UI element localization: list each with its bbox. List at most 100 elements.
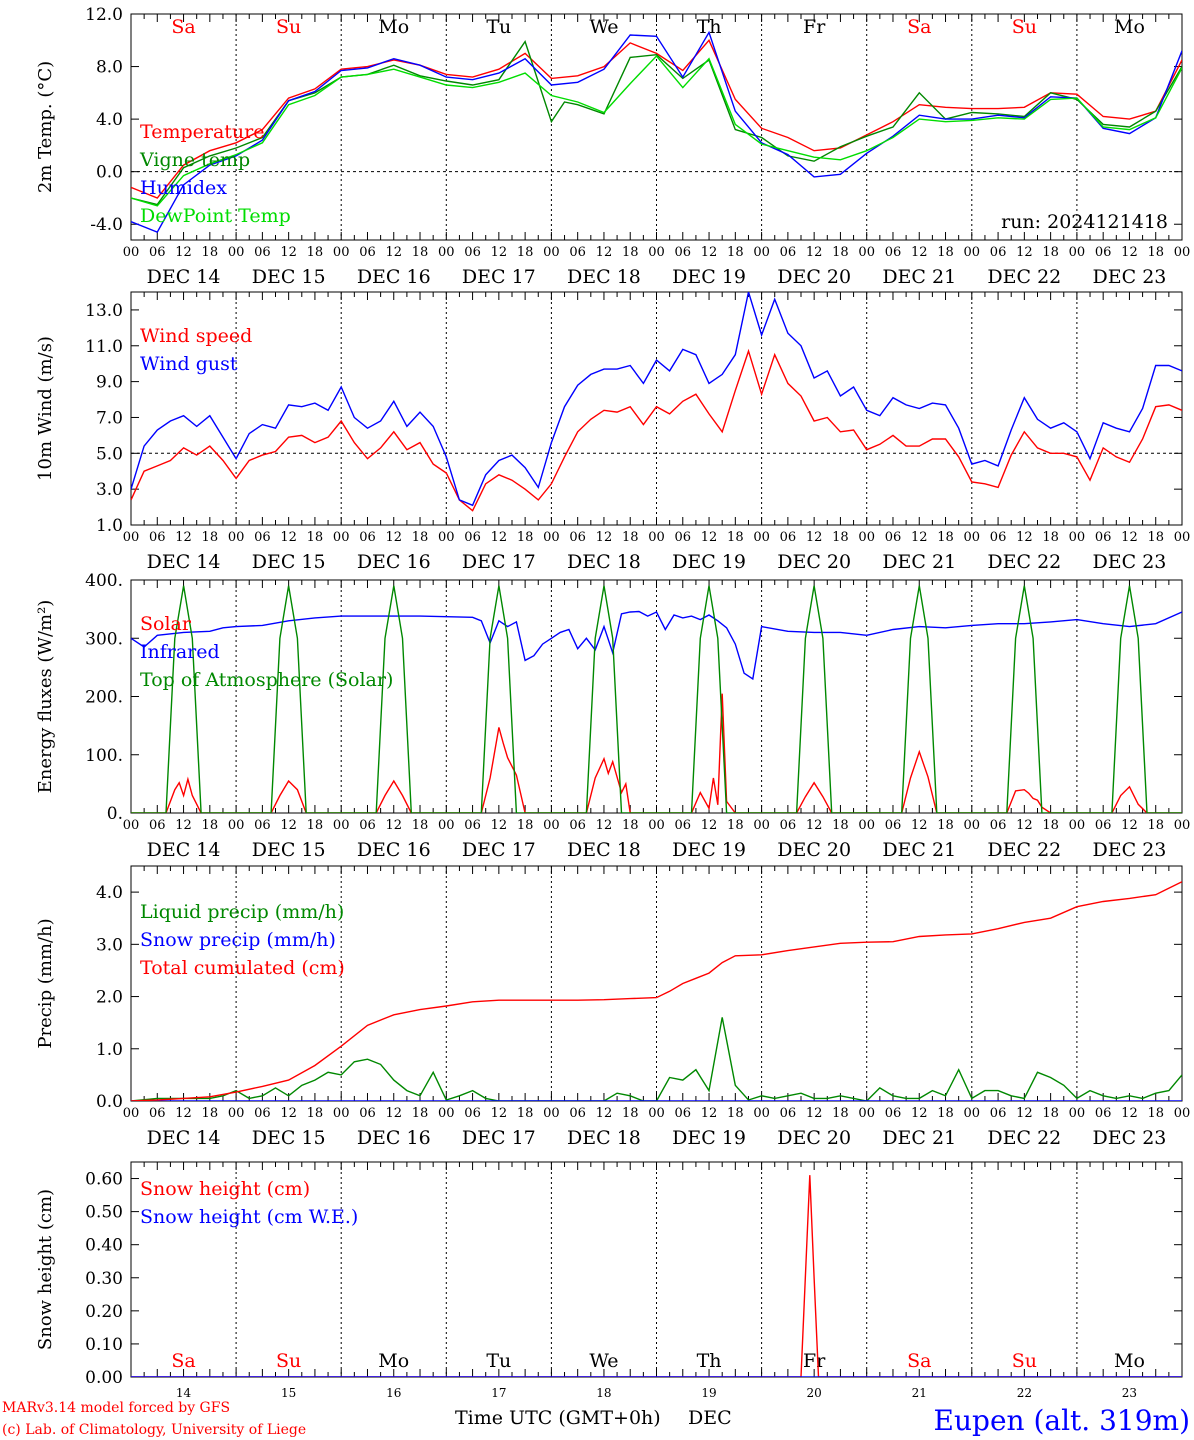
x-date-label: DEC 20 [777,266,851,288]
x-hour-label: 12 [491,818,508,833]
x-hour-label: 12 [385,1106,402,1121]
y-tick-label: 0.00 [85,1368,123,1388]
legend-entry: Humidex [140,177,227,199]
x-hour-label: 18 [1147,1106,1164,1121]
legend-entry: Snow height (cm) [140,1178,310,1200]
x-hour-label: 06 [1095,1106,1112,1121]
y-tick-label: 13.0 [85,301,123,321]
day-name-label: Mo [1114,1350,1145,1372]
legend-entry: DewPoint Temp [140,205,291,227]
day-name-label: Tu [486,1350,511,1372]
x-hour-label: 06 [990,530,1007,545]
x-hour-label: 12 [280,245,297,260]
x-hour-label: 12 [806,1106,823,1121]
x-hour-label: 12 [596,818,613,833]
series-line-total-cumulated-cm- [131,881,1182,1101]
y-tick-label: 7.0 [96,408,123,428]
x-hour-label: 12 [596,245,613,260]
x-hour-label: 18 [727,245,744,260]
x-hour-label: 18 [832,245,849,260]
x-hour-label: 00 [964,245,981,260]
x-hour-label: 18 [517,1106,534,1121]
x-hour-label: 18 [832,530,849,545]
x-hour-label: 00 [228,245,245,260]
x-day-number: 20 [807,1386,822,1400]
x-hour-label: 12 [911,245,928,260]
x-hour-label: 12 [1016,1106,1033,1121]
legend-entry: Top of Atmosphere (Solar) [140,669,393,691]
x-date-label: DEC 16 [357,551,431,573]
location-title: Eupen (alt. 319m) [934,1404,1190,1437]
y-tick-label: 0.10 [85,1335,123,1355]
x-hour-label: 06 [675,1106,692,1121]
x-hour-label: 00 [123,818,140,833]
x-hour-label: 00 [1069,245,1086,260]
x-hour-label: 06 [885,530,902,545]
x-date-label: DEC 14 [147,551,221,573]
x-date-label: DEC 20 [777,551,851,573]
day-name-label: We [589,16,618,38]
x-hour-label: 06 [464,530,481,545]
y-tick-label: 200. [85,688,123,708]
x-hour-label: 18 [937,818,954,833]
x-hour-label: 18 [727,818,744,833]
x-hour-label: 06 [780,530,797,545]
x-hour-label: 18 [937,1106,954,1121]
x-hour-label: 06 [885,245,902,260]
y-tick-label: 0. [107,804,123,824]
day-name-label: Sa [171,1350,195,1372]
x-hour-label: 06 [990,818,1007,833]
x-hour-label: 18 [517,245,534,260]
x-hour-label: 06 [990,245,1007,260]
x-hour-label: 06 [359,1106,376,1121]
x-hour-label: 18 [412,245,429,260]
x-hour-label: 06 [569,530,586,545]
x-hour-label: 18 [1147,818,1164,833]
x-hour-label: 12 [385,818,402,833]
x-hour-label: 18 [727,530,744,545]
x-date-label: DEC 15 [252,551,326,573]
day-name-label: Fr [803,16,826,38]
y-tick-label: 12.0 [85,5,123,25]
x-hour-label: 12 [911,1106,928,1121]
x-hour-label: 00 [1069,530,1086,545]
x-hour-label: 00 [438,818,455,833]
x-day-number: 15 [281,1386,296,1400]
x-hour-label: 12 [596,530,613,545]
x-hour-label: 00 [543,530,560,545]
x-hour-label: 00 [438,245,455,260]
x-hour-label: 12 [806,818,823,833]
x-hour-label: 18 [937,245,954,260]
y-tick-label: 0.60 [85,1170,123,1190]
x-date-label: DEC 15 [252,266,326,288]
y-tick-label: 100. [85,746,123,766]
x-date-label: DEC 23 [1093,1127,1167,1149]
x-hour-label: 12 [596,1106,613,1121]
x-hour-label: 12 [491,245,508,260]
x-hour-label: 12 [1121,818,1138,833]
series-line-snow-height-cm- [131,1175,1182,1377]
x-hour-label: 00 [858,1106,875,1121]
x-hour-label: 00 [228,818,245,833]
x-hour-label: 18 [307,245,324,260]
x-hour-label: 18 [622,1106,639,1121]
x-date-label: DEC 17 [462,839,536,861]
x-hour-label: 00 [333,245,350,260]
x-hour-label: 12 [280,1106,297,1121]
x-hour-label: 06 [780,818,797,833]
x-hour-label: 06 [569,245,586,260]
x-hour-label: 06 [464,245,481,260]
y-tick-label: 0.40 [85,1236,123,1256]
x-hour-label: 06 [254,245,271,260]
legend-entry: Solar [140,613,192,635]
y-tick-label: 0.50 [85,1203,123,1223]
run-label: run: 2024121418 [1001,211,1168,233]
x-hour-label: 00 [858,818,875,833]
footer-model-line: MARv3.14 model forced by GFS [2,1400,230,1416]
x-hour-label: 00 [543,245,560,260]
x-hour-label: 12 [701,530,718,545]
y-tick-label: 1.0 [96,1040,123,1060]
day-name-label: Mo [378,1350,409,1372]
x-hour-label: 12 [806,245,823,260]
x-hour-label: 00 [858,245,875,260]
